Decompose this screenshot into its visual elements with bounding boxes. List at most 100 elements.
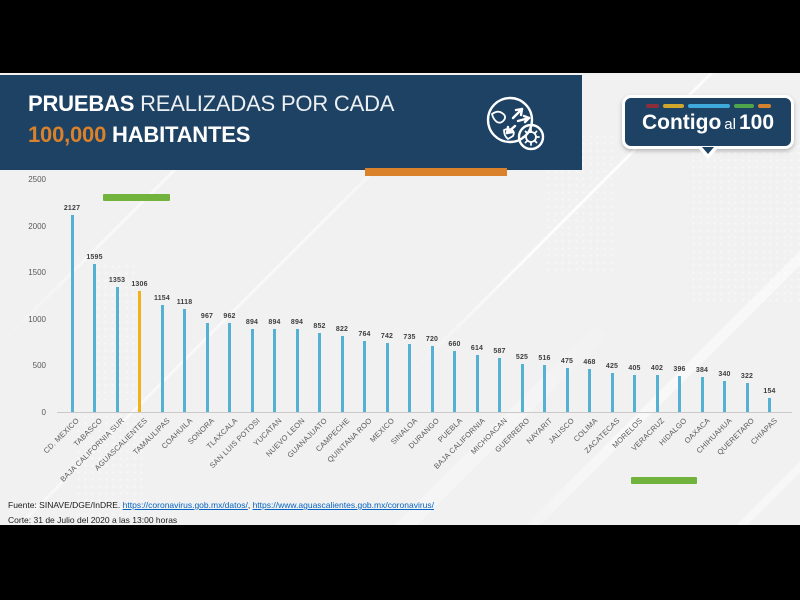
bar-value-label: 894: [268, 319, 281, 327]
bar: [408, 344, 411, 413]
bar: [633, 374, 636, 413]
page-title: PRUEBAS REALIZADAS POR CADA 100,000 HABI…: [28, 88, 394, 150]
green-accent-bar-bottom: [631, 477, 697, 484]
title-line1: PRUEBAS REALIZADAS POR CADA: [28, 91, 395, 116]
bar-value-label: 402: [650, 365, 664, 373]
bar-value-label: 967: [200, 312, 214, 320]
bar: [543, 364, 546, 413]
bar-value-label: 1595: [86, 254, 103, 262]
bar: [430, 345, 434, 413]
cutoff-date-line: Corte: 31 de Julio del 2020 a las 13:00 …: [8, 515, 178, 525]
bar-value-label: 468: [583, 358, 596, 366]
bar-value-label: 742: [380, 333, 394, 341]
bar-value-label: 764: [358, 331, 371, 339]
bar: [318, 333, 321, 413]
y-axis-tick-label: 500: [32, 361, 46, 370]
bar: [453, 351, 456, 413]
bar: [70, 214, 74, 413]
bar-value-label: 587: [493, 347, 506, 355]
bar-value-label: 720: [425, 335, 439, 343]
bar-value-label: 1306: [131, 281, 148, 289]
logo-dash: [662, 104, 684, 108]
bar: [498, 357, 501, 413]
bar: [565, 368, 569, 413]
logo-color-dashes: [625, 104, 791, 108]
bar-value-label: 822: [335, 326, 349, 334]
logo-text: Contigo al 100: [641, 111, 775, 134]
bar: [520, 363, 524, 413]
bar-value-label: 425: [605, 362, 619, 370]
bar-value-label: 1154: [154, 295, 170, 303]
x-axis-line: [57, 412, 792, 413]
bar-value-label: 660: [448, 341, 461, 349]
bar: [228, 323, 231, 413]
title-line2: 100,000 HABITANTES: [28, 122, 251, 147]
bar: [115, 286, 119, 413]
bar: [723, 380, 726, 413]
source-line: Fuente: SINAVE/DGE/InDRE. https://corona…: [8, 500, 434, 510]
bar-value-label: 322: [740, 372, 754, 380]
bar: [205, 322, 209, 413]
logo-dash: [645, 104, 659, 108]
bar: [363, 341, 366, 413]
bar-value-label: 852: [313, 323, 326, 331]
x-axis-label: CD. MEXICO: [42, 416, 82, 456]
logo-dash: [757, 104, 771, 108]
bar-value-label: 340: [718, 370, 731, 378]
bar-value-label: 516: [538, 354, 551, 362]
y-axis-tick-label: 0: [41, 407, 46, 417]
contigo-al-100-logo: Contigo al 100: [622, 95, 794, 159]
bar-value-label: 735: [403, 334, 416, 342]
dot-pattern: [690, 143, 800, 303]
bar-value-label: 894: [245, 319, 259, 327]
y-axis-tick-label: 2500: [28, 175, 46, 184]
bar-value-label: 475: [560, 358, 574, 366]
logo-dash: [687, 104, 730, 108]
green-accent-bar-top: [103, 194, 170, 201]
globe-virus-icon: [486, 96, 545, 151]
dot-pattern: [75, 413, 145, 525]
bar-value-label: 1353: [108, 276, 126, 284]
bar: [250, 329, 254, 413]
bar-value-label: 396: [673, 365, 686, 373]
logo-dash: [733, 104, 754, 108]
bar: [138, 291, 141, 413]
logo-speech-tail: [699, 149, 717, 159]
bar: [160, 305, 164, 413]
bar-value-label: 614: [470, 345, 484, 353]
bar: [183, 308, 186, 413]
bar: [475, 355, 479, 413]
bar: [385, 343, 389, 413]
source-link-coronavirus-gob[interactable]: https://coronavirus.gob.mx/datos/: [122, 500, 248, 510]
slide: PRUEBAS REALIZADAS POR CADA 100,000 HABI…: [0, 73, 800, 525]
bar: [588, 368, 591, 413]
bar: [745, 382, 749, 413]
bar-value-label: 894: [290, 319, 304, 327]
bar: [610, 372, 614, 413]
orange-accent-bar: [365, 168, 507, 176]
bar: [340, 336, 344, 413]
bar-value-label: 2127: [63, 204, 81, 212]
bar-value-label: 154: [763, 388, 776, 396]
bar-value-label: 525: [515, 353, 529, 361]
bar: [93, 264, 96, 413]
bar-value-label: 384: [695, 366, 709, 374]
source-link-aguascalientes-gob[interactable]: https://www.aguascalientes.gob.mx/corona…: [252, 500, 434, 510]
bar: [295, 329, 299, 413]
bar-value-label: 1118: [176, 298, 193, 306]
bar: [678, 375, 681, 413]
source-label: Fuente: SINAVE/DGE/InDRE.: [8, 500, 123, 510]
y-axis-tick-label: 1000: [28, 314, 46, 324]
header-band: PRUEBAS REALIZADAS POR CADA 100,000 HABI…: [0, 75, 582, 170]
bar: [655, 375, 659, 413]
bar: [700, 376, 704, 413]
y-axis-tick-label: 2000: [28, 221, 46, 231]
bar: [273, 329, 276, 413]
bar-value-label: 405: [628, 364, 641, 372]
chart-area: 0 500 1000 1500 2000 2500 2127 CD. MEXICO 1595 TA…: [0, 73, 800, 525]
bar: [768, 398, 771, 413]
y-axis-tick-label: 1500: [28, 268, 46, 277]
dot-pattern: [95, 263, 135, 403]
bar-value-label: 962: [223, 313, 236, 321]
